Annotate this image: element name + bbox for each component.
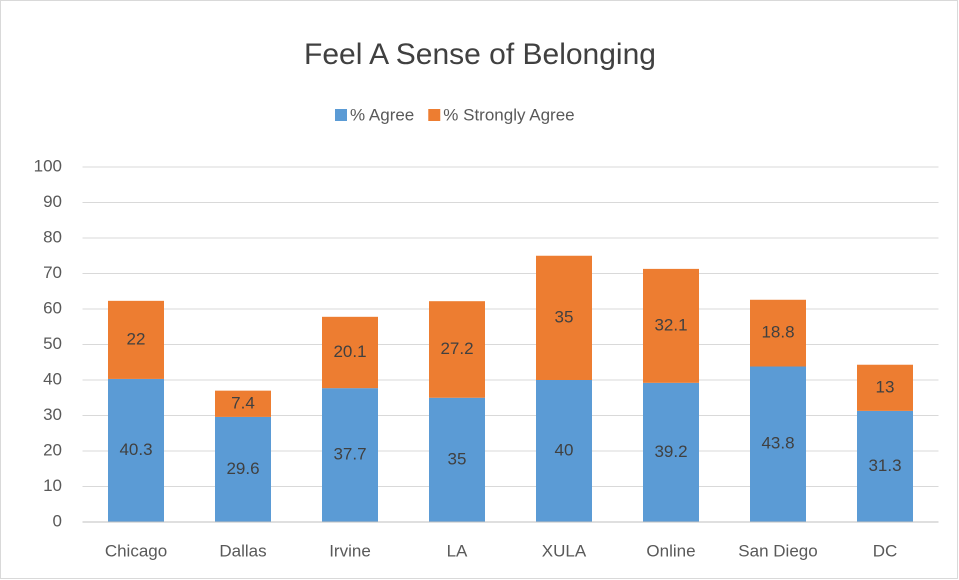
- legend-swatch: [428, 109, 441, 121]
- data-label: 32.1: [654, 315, 687, 334]
- x-tick-label: Dallas: [219, 541, 266, 560]
- bar-segment: [857, 364, 913, 411]
- y-tick-label: 0: [53, 511, 62, 530]
- bar-segment: [108, 300, 164, 379]
- data-label: 40: [555, 440, 574, 459]
- x-tick-label: Irvine: [329, 541, 371, 560]
- data-label: 7.4: [231, 393, 255, 412]
- bar-segment: [643, 382, 699, 522]
- bar-segment: [108, 378, 164, 522]
- data-label: 20.1: [333, 342, 366, 361]
- y-tick-label: 100: [34, 156, 62, 175]
- bar-segment: [536, 255, 592, 380]
- y-tick-label: 90: [43, 192, 62, 211]
- bar-segment: [750, 366, 806, 522]
- bar-segment: [322, 316, 378, 389]
- data-label: 18.8: [761, 323, 794, 342]
- bar-segment: [536, 380, 592, 522]
- legend-swatch: [335, 109, 347, 121]
- legend-label: % Agree: [350, 105, 414, 124]
- data-label: 27.2: [440, 339, 473, 358]
- data-label: 29.6: [226, 459, 259, 478]
- data-label: 35: [555, 307, 574, 326]
- data-label: 43.8: [761, 434, 794, 453]
- data-label: 40.3: [119, 440, 152, 459]
- bar-segment: [429, 301, 485, 398]
- legend-label: % Strongly Agree: [443, 105, 574, 124]
- y-tick-label: 10: [43, 476, 62, 495]
- bar-segment: [429, 397, 485, 522]
- y-tick-label: 30: [43, 405, 62, 424]
- data-label: 13: [876, 377, 895, 396]
- bar-segment: [643, 268, 699, 383]
- x-tick-label: San Diego: [738, 541, 817, 560]
- x-tick-label: Online: [646, 541, 695, 560]
- data-label: 37.7: [333, 445, 366, 464]
- x-tick-label: LA: [447, 541, 468, 560]
- y-tick-label: 60: [43, 298, 62, 317]
- chart-title: Feel A Sense of Belonging: [304, 38, 656, 71]
- bar-segment: [215, 390, 271, 417]
- bar-segment: [857, 410, 913, 522]
- y-tick-label: 50: [43, 334, 62, 353]
- bar-segment: [750, 299, 806, 367]
- y-tick-label: 20: [43, 440, 62, 459]
- bar-segment: [322, 388, 378, 522]
- y-tick-label: 80: [43, 227, 62, 246]
- data-label: 39.2: [654, 442, 687, 461]
- data-label: 22: [127, 329, 146, 348]
- x-tick-label: Chicago: [105, 541, 167, 560]
- bar-segment: [215, 416, 271, 522]
- data-label: 35: [448, 449, 467, 468]
- y-tick-label: 70: [43, 263, 62, 282]
- data-label: 31.3: [868, 456, 901, 475]
- y-tick-label: 40: [43, 369, 62, 388]
- x-tick-label: DC: [873, 541, 898, 560]
- x-tick-label: XULA: [542, 541, 587, 560]
